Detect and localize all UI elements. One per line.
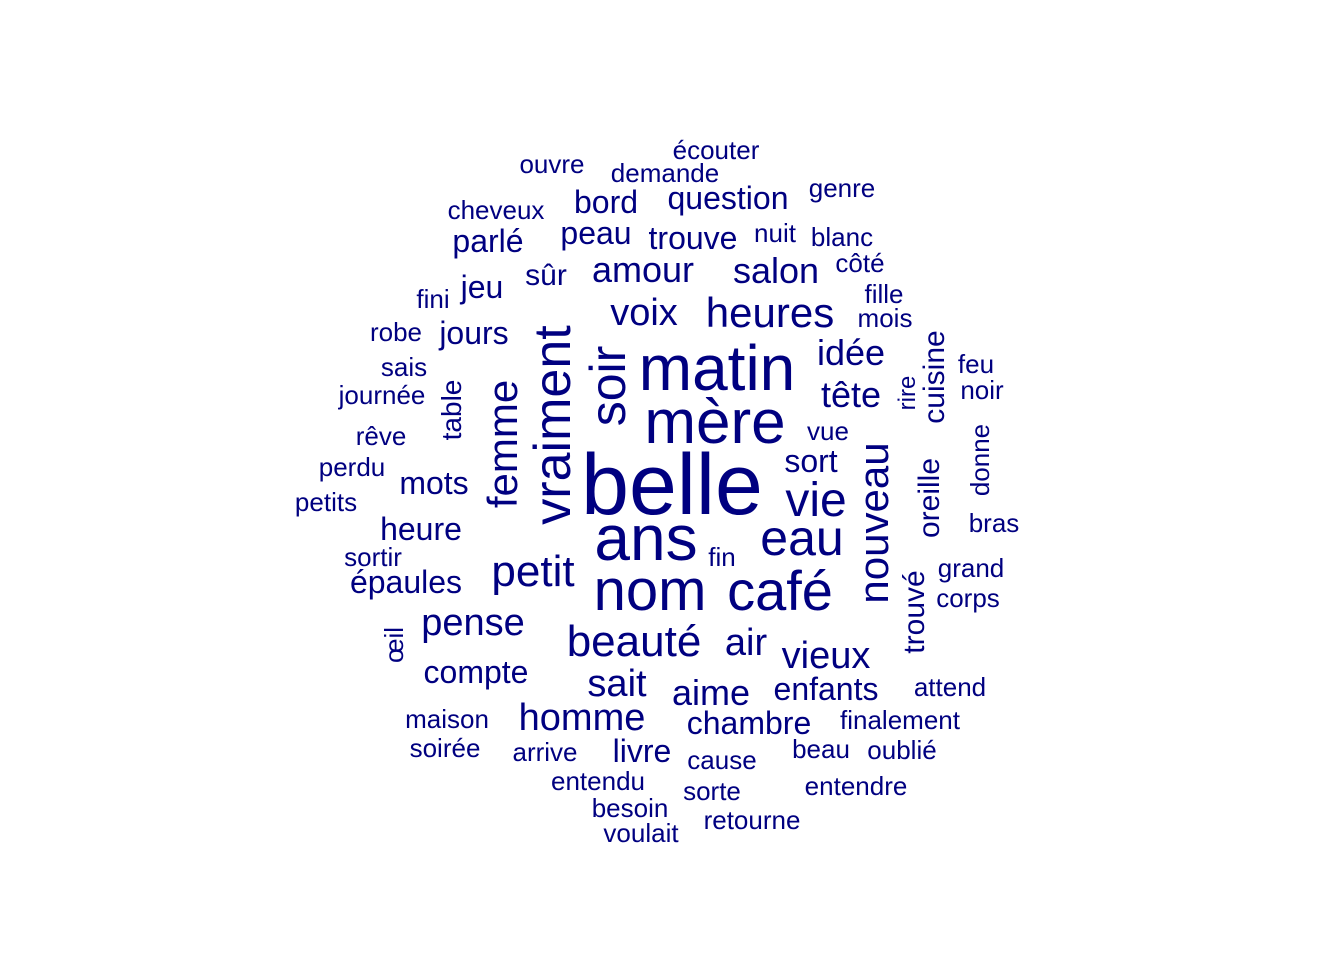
word-sortir: sortir bbox=[344, 542, 402, 572]
word-petits: petits bbox=[294, 487, 358, 517]
word-mois: mois bbox=[857, 303, 913, 333]
word-petit: petit bbox=[491, 547, 575, 596]
word-sait: sait bbox=[587, 663, 647, 705]
word-cote: côté bbox=[835, 248, 885, 278]
word-fini: fini bbox=[416, 284, 450, 314]
word-voix: voix bbox=[610, 292, 678, 334]
word-journee: journée bbox=[338, 380, 426, 410]
word-sort: sort bbox=[784, 443, 838, 479]
word-ouvre: ouvre bbox=[519, 149, 585, 179]
word-oreille: oreille bbox=[913, 457, 946, 539]
word-heures: heures bbox=[705, 289, 835, 336]
word-vieux: vieux bbox=[781, 635, 871, 677]
word-oublie: oublié bbox=[867, 735, 937, 765]
word-enfants: enfants bbox=[773, 671, 879, 707]
word-beaute: beauté bbox=[566, 617, 702, 666]
word-jeu: jeu bbox=[460, 269, 504, 305]
word-femme: femme bbox=[479, 379, 526, 509]
word-salon: salon bbox=[732, 250, 820, 291]
word-entendre: entendre bbox=[804, 771, 908, 801]
word-cuisine: cuisine bbox=[918, 330, 951, 424]
word-vraiment: vraiment bbox=[524, 325, 582, 525]
word-question: question bbox=[667, 180, 789, 216]
word-grand: grand bbox=[937, 553, 1005, 583]
word-sais: sais bbox=[380, 352, 428, 382]
word-genre: genre bbox=[808, 173, 876, 203]
word-robe: robe bbox=[369, 317, 423, 347]
word-oeil: œil bbox=[379, 626, 409, 664]
word-cheveux: cheveux bbox=[447, 195, 545, 225]
word-mots: mots bbox=[399, 465, 469, 501]
word-fin: fin bbox=[708, 542, 736, 572]
word-cause: cause bbox=[687, 745, 757, 775]
word-perdu: perdu bbox=[318, 452, 386, 482]
word-aime: aime bbox=[671, 672, 751, 713]
word-livre: livre bbox=[612, 733, 672, 769]
word-trouve-accent: trouvé bbox=[898, 570, 931, 654]
word-table: table bbox=[436, 379, 467, 441]
word-voulait: voulait bbox=[603, 818, 679, 848]
word-trouve: trouve bbox=[648, 220, 738, 256]
word-ans: ans bbox=[594, 502, 698, 574]
word-tete: tête bbox=[820, 374, 882, 415]
word-homme: homme bbox=[518, 697, 646, 739]
word-retourne: retourne bbox=[703, 805, 801, 835]
word-bras: bras bbox=[968, 508, 1020, 538]
word-peau: peau bbox=[560, 215, 632, 251]
word-nouveau: nouveau bbox=[850, 442, 897, 604]
word-epaules: épaules bbox=[349, 564, 463, 600]
word-arrive: arrive bbox=[512, 737, 578, 767]
word-soir: soir bbox=[580, 345, 636, 427]
word-nuit: nuit bbox=[754, 218, 796, 248]
word-demande: demande bbox=[610, 158, 720, 188]
word-air: air bbox=[724, 622, 768, 664]
word-noir: noir bbox=[960, 375, 1004, 405]
word-mere: mère bbox=[644, 388, 786, 457]
word-bord: bord bbox=[573, 184, 639, 220]
word-amour: amour bbox=[591, 249, 695, 290]
word-idee: idée bbox=[816, 332, 886, 373]
word-sorte: sorte bbox=[683, 776, 741, 806]
word-entendu: entendu bbox=[551, 766, 645, 796]
word-donne: donne bbox=[965, 423, 995, 497]
word-soiree: soirée bbox=[409, 733, 481, 763]
word-sur: sûr bbox=[525, 259, 567, 292]
word-eau: eau bbox=[760, 510, 844, 566]
word-belle: belle bbox=[581, 437, 763, 533]
word-feu: feu bbox=[957, 349, 995, 379]
word-vue: vue bbox=[807, 416, 849, 446]
word-nom: nom bbox=[593, 558, 707, 623]
word-chambre: chambre bbox=[686, 705, 812, 741]
word-finalement: finalement bbox=[840, 705, 960, 735]
word-rire: rire bbox=[894, 375, 921, 411]
word-compte: compte bbox=[423, 654, 529, 690]
word-matin: matin bbox=[638, 332, 796, 404]
word-corps: corps bbox=[936, 583, 1000, 613]
word-ecouter: écouter bbox=[672, 135, 760, 165]
word-parle: parlé bbox=[452, 223, 524, 259]
word-jours: jours bbox=[439, 315, 509, 351]
word-maison: maison bbox=[405, 704, 489, 734]
word-reve: rêve bbox=[355, 421, 407, 451]
word-pense: pense bbox=[421, 602, 525, 644]
word-fille: fille bbox=[864, 279, 904, 309]
word-vie: vie bbox=[785, 474, 847, 527]
word-beau: beau bbox=[792, 734, 850, 764]
word-besoin: besoin bbox=[591, 793, 669, 823]
word-heure: heure bbox=[380, 511, 462, 547]
word-blanc: blanc bbox=[810, 222, 874, 252]
word-attend: attend bbox=[913, 672, 987, 702]
word-cafe: café bbox=[727, 559, 833, 622]
